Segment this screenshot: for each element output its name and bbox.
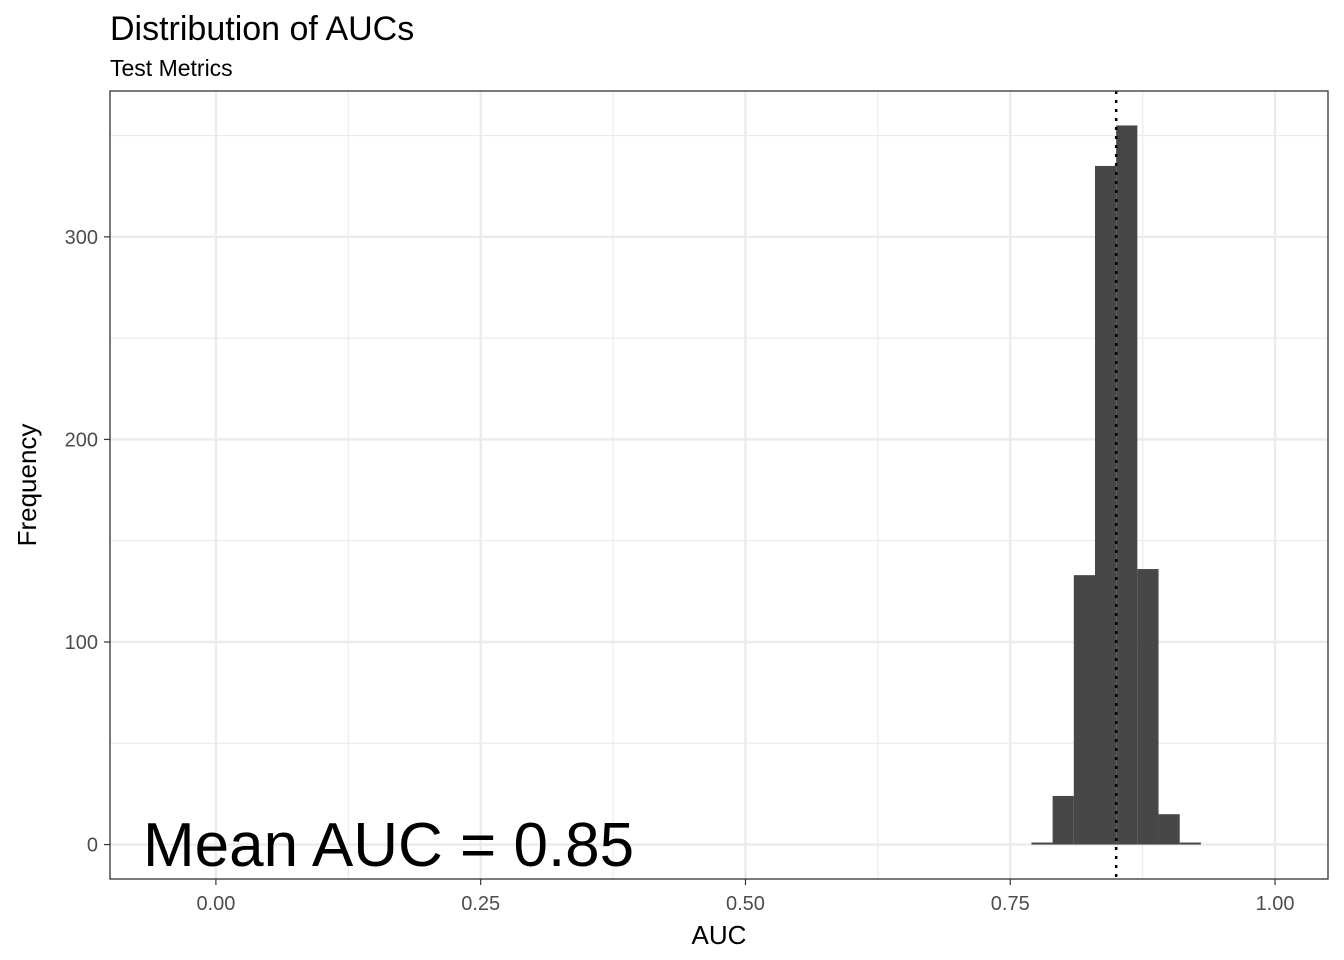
y-tick-label: 300: [65, 227, 98, 249]
histogram-bar: [1158, 814, 1180, 845]
y-tick-label: 100: [65, 632, 98, 654]
plot-panel: Mean AUC = 0.85: [109, 90, 1329, 880]
histogram-bar: [1052, 795, 1074, 845]
y-tick-label: 200: [65, 429, 98, 451]
mean-annotation: Mean AUC = 0.85: [143, 811, 634, 880]
major-gridlines: [110, 91, 1328, 879]
x-tick-label: 0.25: [461, 893, 500, 915]
chart-title: Distribution of AUCs: [110, 10, 414, 48]
histogram-bars: [1031, 125, 1201, 845]
histogram-bar: [1116, 125, 1138, 845]
chart-subtitle: Test Metrics: [110, 55, 233, 81]
x-axis-title: AUC: [692, 920, 747, 950]
x-axis: 0.00 0.25 0.50 0.75 1.00: [196, 879, 1295, 915]
histogram-bar: [1073, 575, 1095, 845]
x-tick-label: 0.00: [196, 893, 235, 915]
y-axis: 0 100 200 300: [65, 227, 110, 857]
y-tick-label: 0: [87, 835, 98, 857]
x-tick-label: 0.50: [726, 893, 765, 915]
histogram-bar: [1094, 165, 1117, 845]
histogram-bar: [1031, 842, 1053, 845]
histogram-bar: [1179, 842, 1201, 845]
histogram-bar: [1137, 569, 1159, 845]
panel-border: [109, 90, 1329, 880]
x-tick-label: 1.00: [1256, 893, 1295, 915]
y-axis-title: Frequency: [12, 424, 42, 547]
x-tick-label: 0.75: [991, 893, 1030, 915]
